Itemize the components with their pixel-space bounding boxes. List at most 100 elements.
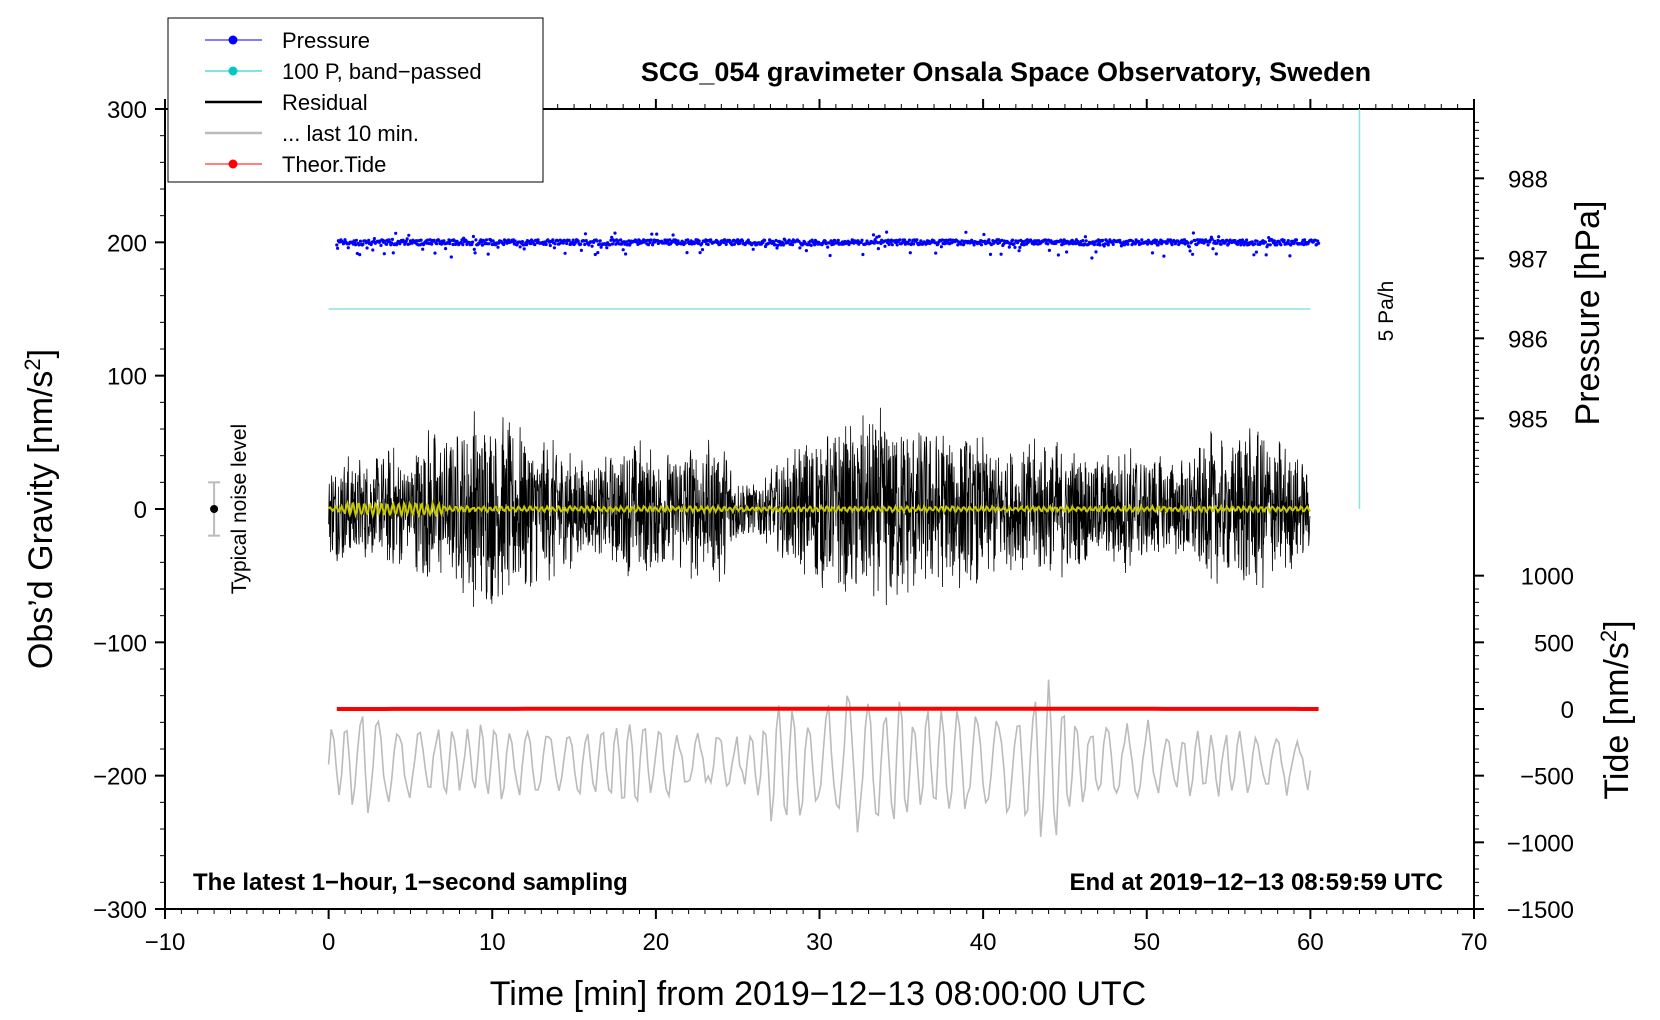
pressure-point bbox=[486, 252, 490, 256]
pressure-point bbox=[861, 252, 865, 257]
y-axis-title-tide: Tide [nm/s2] bbox=[1596, 620, 1636, 799]
pressure-point bbox=[1219, 242, 1223, 246]
pressure-tick-label: 985 bbox=[1508, 406, 1548, 433]
pressure-point bbox=[1272, 239, 1276, 243]
pressure-point bbox=[605, 246, 609, 250]
pressure-point bbox=[655, 238, 660, 243]
pressure-point bbox=[1061, 242, 1065, 246]
scale-bar-label: 5 Pa/h bbox=[1375, 281, 1398, 342]
pressure-point bbox=[551, 238, 555, 242]
pressure-point bbox=[1084, 239, 1088, 243]
pressure-point bbox=[433, 251, 437, 255]
pressure-point bbox=[1217, 235, 1221, 239]
pressure-point bbox=[565, 241, 569, 246]
pressure-point bbox=[1252, 253, 1256, 257]
y-tick-label: 200 bbox=[107, 230, 147, 257]
pressure-point bbox=[1218, 239, 1222, 243]
pressure-tick-label: 986 bbox=[1508, 326, 1548, 353]
pressure-point bbox=[783, 238, 787, 242]
pressure-point bbox=[624, 252, 628, 256]
pressure-point bbox=[365, 246, 369, 250]
pressure-point bbox=[959, 242, 963, 246]
tide-tick-label: −1500 bbox=[1507, 897, 1574, 924]
y-tick-label: −200 bbox=[93, 764, 147, 791]
pressure-point bbox=[513, 239, 517, 243]
pressure-point bbox=[1017, 249, 1021, 253]
pressure-point bbox=[732, 242, 737, 246]
pressure-point bbox=[390, 237, 394, 241]
pressure-point bbox=[461, 243, 465, 247]
pressure-point bbox=[583, 242, 587, 247]
pressure-tick-label: 987 bbox=[1508, 246, 1548, 273]
pressure-point bbox=[1063, 239, 1067, 243]
pressure-point bbox=[787, 238, 791, 242]
legend: Pressure 100 P, band−passed Residual ... la… bbox=[167, 17, 544, 183]
pressure-point bbox=[876, 247, 881, 251]
y-axis-title-tide-sup: 2 bbox=[1596, 630, 1621, 642]
x-tick-label: −10 bbox=[145, 929, 186, 956]
pressure-point bbox=[1225, 238, 1229, 242]
series-layer bbox=[208, 109, 1361, 837]
pressure-point bbox=[833, 239, 837, 243]
pressure-point bbox=[1069, 241, 1073, 245]
pressure-point bbox=[336, 246, 340, 250]
series-residual-smooth bbox=[328, 499, 1312, 519]
pressure-point bbox=[775, 246, 779, 250]
pressure-point bbox=[522, 247, 526, 251]
pressure-point bbox=[622, 240, 626, 244]
pressure-point bbox=[548, 243, 552, 248]
pressure-point bbox=[685, 251, 689, 255]
pressure-point bbox=[716, 240, 720, 244]
pressure-point bbox=[430, 242, 434, 246]
pressure-point bbox=[1126, 242, 1130, 246]
pressure-point bbox=[1264, 253, 1268, 257]
pressure-point bbox=[435, 242, 439, 246]
y-axis-title-left-main: Obs’d Gravity [nm/s bbox=[22, 371, 60, 670]
y-tick-label: −100 bbox=[93, 630, 147, 657]
pressure-point bbox=[665, 238, 669, 242]
pressure-point bbox=[908, 251, 912, 255]
pressure-point bbox=[1105, 239, 1109, 243]
pressure-point bbox=[1282, 238, 1286, 242]
pressure-point bbox=[1081, 239, 1085, 243]
pressure-point bbox=[553, 242, 557, 246]
pressure-point bbox=[1155, 238, 1159, 243]
pressure-point bbox=[1000, 238, 1004, 242]
pressure-point bbox=[449, 255, 453, 259]
pressure-point bbox=[700, 242, 704, 246]
pressure-point bbox=[1190, 240, 1194, 244]
pressure-point bbox=[1065, 250, 1069, 254]
pressure-point bbox=[552, 246, 557, 250]
pressure-point bbox=[987, 238, 991, 242]
y-axis-title-left: Obs’d Gravity [nm/s2] bbox=[20, 349, 60, 669]
pressure-point bbox=[426, 238, 430, 242]
pressure-point bbox=[790, 243, 795, 247]
pressure-point bbox=[1245, 238, 1249, 242]
pressure-point bbox=[419, 238, 423, 242]
pressure-point bbox=[648, 240, 652, 245]
pressure-point bbox=[1083, 242, 1087, 246]
pressure-point bbox=[1188, 249, 1192, 253]
annotation-end-time: End at 2019−12−13 08:59:59 UTC bbox=[1069, 869, 1443, 896]
x-tick-label: 20 bbox=[643, 929, 670, 956]
pressure-point bbox=[610, 235, 614, 239]
pressure-point bbox=[367, 238, 371, 242]
pressure-point bbox=[776, 243, 780, 247]
chart-title: SCG_054 gravimeter Onsala Space Observat… bbox=[641, 57, 1371, 87]
pressure-tick-label: 988 bbox=[1508, 166, 1548, 193]
pressure-point bbox=[421, 247, 425, 251]
pressure-point bbox=[741, 239, 745, 243]
pressure-point bbox=[1183, 242, 1187, 246]
pressure-point bbox=[1094, 250, 1098, 254]
pressure-point bbox=[772, 240, 776, 245]
tide-tick-label: −1000 bbox=[1507, 830, 1574, 857]
pressure-point bbox=[335, 243, 339, 247]
pressure-point bbox=[623, 242, 627, 246]
series-residual bbox=[328, 407, 1311, 607]
pressure-point bbox=[563, 251, 567, 255]
pressure-point bbox=[496, 245, 500, 249]
pressure-point bbox=[627, 239, 631, 243]
pressure-point bbox=[1187, 245, 1191, 249]
pressure-point bbox=[1286, 239, 1290, 243]
pressure-point bbox=[876, 241, 880, 245]
